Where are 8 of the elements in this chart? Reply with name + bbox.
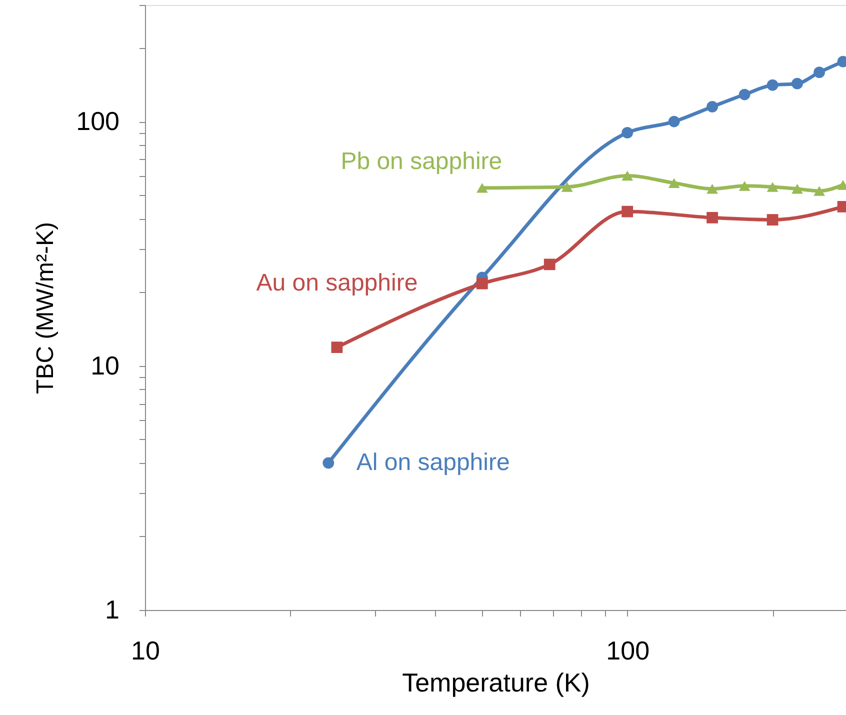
series-label: Au on sapphire [256, 269, 418, 296]
series-label: Al on sapphire [356, 448, 510, 476]
y-tick-label: 10 [90, 350, 120, 380]
y-tick-label: 100 [76, 106, 120, 136]
x-axis-title: Temperature (K) [402, 668, 590, 698]
y-tick-label: 1 [105, 594, 120, 624]
series-label: Pb on sapphire [340, 148, 502, 175]
y-axis-title: TBC (MW/m²-K) [32, 222, 60, 394]
